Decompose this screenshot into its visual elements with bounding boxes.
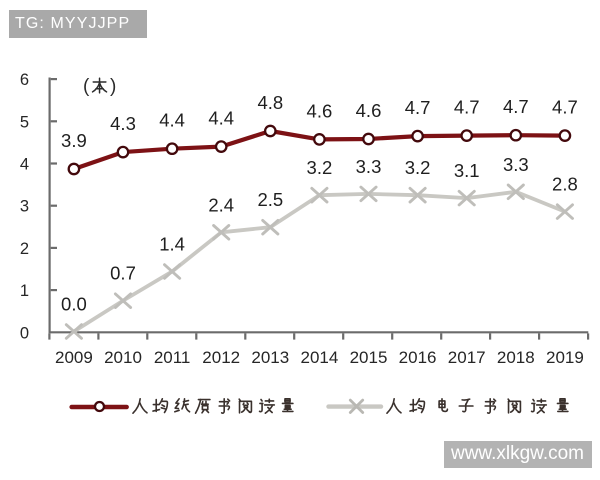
svg-text:2018: 2018 [497, 348, 535, 367]
svg-text:2.4: 2.4 [208, 194, 234, 215]
svg-text:0: 0 [20, 324, 29, 342]
svg-text:4.6: 4.6 [356, 100, 382, 121]
svg-text:2013: 2013 [251, 348, 289, 367]
svg-text:4.7: 4.7 [503, 96, 529, 117]
svg-text:4.7: 4.7 [454, 97, 480, 118]
svg-text:4.7: 4.7 [552, 97, 578, 118]
svg-text:4.6: 4.6 [307, 100, 333, 121]
svg-text:2.8: 2.8 [552, 174, 578, 195]
svg-text:4.3: 4.3 [110, 113, 136, 134]
svg-text:(: ( [83, 76, 90, 97]
svg-text:2010: 2010 [104, 348, 142, 367]
svg-text:2014: 2014 [300, 348, 338, 367]
svg-text:6: 6 [20, 71, 29, 89]
svg-text:2017: 2017 [448, 348, 486, 367]
svg-text:4.7: 4.7 [405, 97, 431, 118]
svg-text:4.4: 4.4 [159, 110, 185, 131]
svg-text:2011: 2011 [154, 348, 191, 367]
svg-text:2016: 2016 [399, 348, 437, 367]
svg-text:2: 2 [20, 240, 29, 258]
svg-text:3.2: 3.2 [307, 157, 333, 178]
svg-text:5: 5 [20, 113, 29, 131]
svg-text:0.0: 0.0 [61, 294, 87, 315]
svg-text:2.5: 2.5 [257, 189, 283, 210]
svg-text:3: 3 [20, 198, 29, 216]
svg-text:2019: 2019 [546, 348, 584, 367]
svg-text:3.2: 3.2 [405, 157, 431, 178]
svg-text:3.9: 3.9 [61, 130, 87, 151]
svg-text:2015: 2015 [350, 348, 388, 367]
svg-text:1: 1 [20, 282, 29, 300]
svg-text:2012: 2012 [202, 348, 240, 367]
svg-text:0.7: 0.7 [110, 263, 136, 284]
svg-text:): ) [110, 76, 116, 97]
svg-text:4.4: 4.4 [208, 108, 234, 129]
svg-text:3.3: 3.3 [356, 156, 382, 177]
svg-text:1.4: 1.4 [159, 234, 185, 255]
svg-text:4: 4 [20, 156, 29, 174]
svg-text:3.1: 3.1 [454, 160, 480, 181]
svg-text:4.8: 4.8 [257, 92, 283, 113]
svg-text:2009: 2009 [55, 348, 93, 367]
svg-text:3.3: 3.3 [503, 154, 529, 175]
